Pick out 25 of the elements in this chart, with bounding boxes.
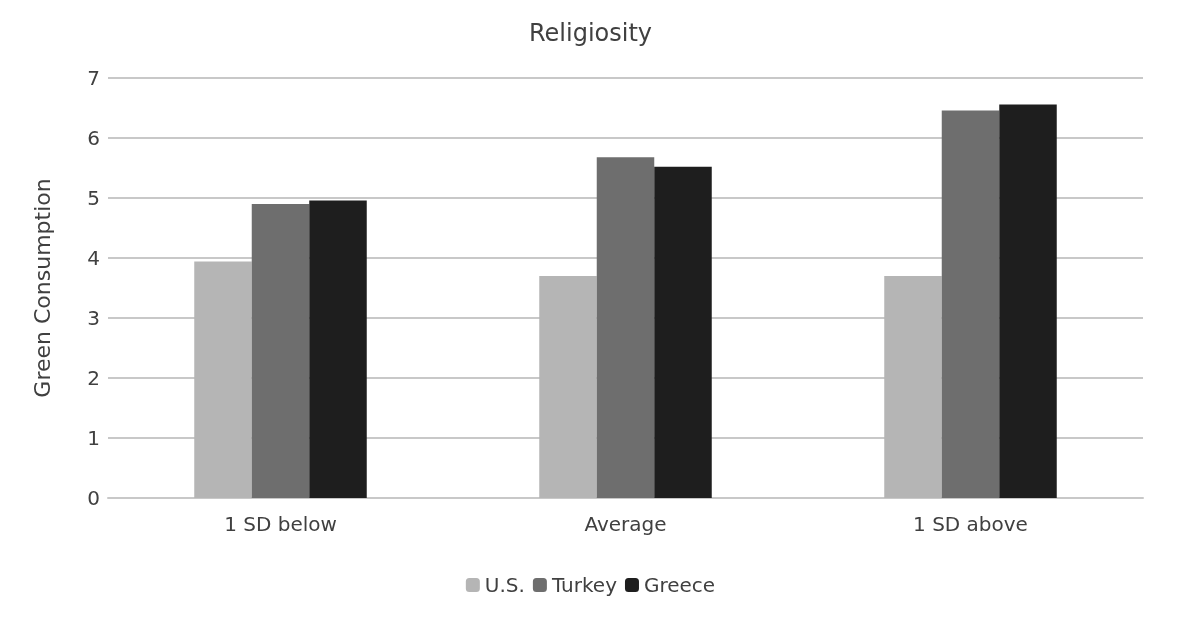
y-tick-label: 5: [87, 186, 100, 210]
x-tick-label: 1 SD above: [913, 512, 1028, 536]
x-tick-label: 1 SD below: [224, 512, 337, 536]
bar: [941, 110, 1000, 498]
y-tick-label: 4: [87, 246, 100, 270]
y-tick-label: 0: [87, 486, 100, 510]
bar: [654, 166, 712, 498]
y-axis-title: Green Consumption: [29, 178, 55, 398]
legend-label: U.S.: [484, 573, 525, 597]
legend-label: Turkey: [550, 573, 618, 597]
legend-label: Greece: [643, 573, 716, 597]
bar: [539, 276, 597, 498]
bar: [251, 204, 310, 498]
y-tick-label: 7: [87, 66, 100, 90]
bar: [309, 200, 367, 498]
bar: [884, 276, 942, 498]
chart-title: Religiosity: [528, 19, 653, 47]
y-tick-label: 2: [87, 366, 100, 390]
y-tick-label: 6: [87, 126, 100, 150]
x-tick-label: Average: [584, 512, 667, 536]
y-tick-label: 3: [87, 306, 100, 330]
bar: [999, 104, 1057, 498]
bar: [194, 261, 252, 498]
y-tick-label: 1: [87, 426, 100, 450]
bar: [596, 157, 655, 498]
